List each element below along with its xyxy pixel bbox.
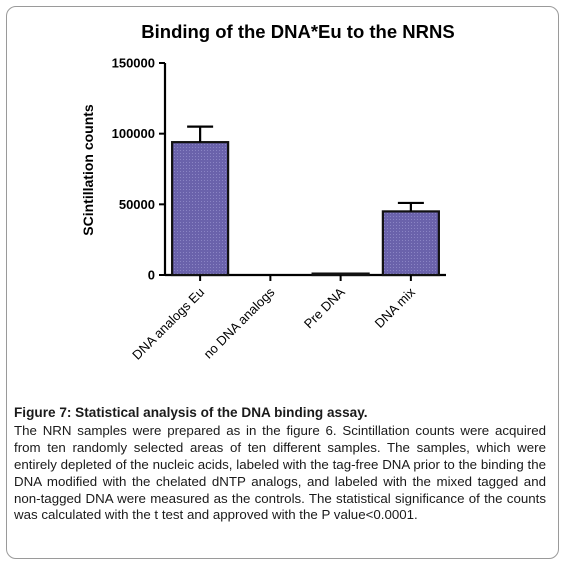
bar-chart: Binding of the DNA*Eu to the NRNS SCinti…	[80, 21, 455, 363]
bar	[381, 210, 440, 277]
caption-text: The NRN samples were prepared as in the …	[14, 422, 546, 523]
figure-caption: Figure 7: Statistical analysis of the DN…	[14, 405, 546, 524]
y-tick-label: 50000	[119, 197, 155, 212]
figure-frame	[6, 6, 559, 559]
y-tick-label: 100000	[112, 126, 155, 141]
y-axis-label: SCintillation counts	[80, 104, 96, 236]
x-tick-label: DNA mix	[372, 284, 419, 331]
chart-title: Binding of the DNA*Eu to the NRNS	[141, 21, 454, 42]
x-tick-label: Pre DNA	[301, 284, 348, 331]
y-tick-label: 0	[148, 268, 155, 283]
bar	[171, 141, 230, 277]
bar	[311, 272, 370, 277]
y-tick-label: 150000	[112, 56, 155, 71]
caption-title: Figure 7: Statistical analysis of the DN…	[14, 405, 368, 420]
x-tick-label: DNA analogs Eu	[129, 285, 207, 363]
x-tick-label: no DNA analogs	[200, 284, 277, 361]
